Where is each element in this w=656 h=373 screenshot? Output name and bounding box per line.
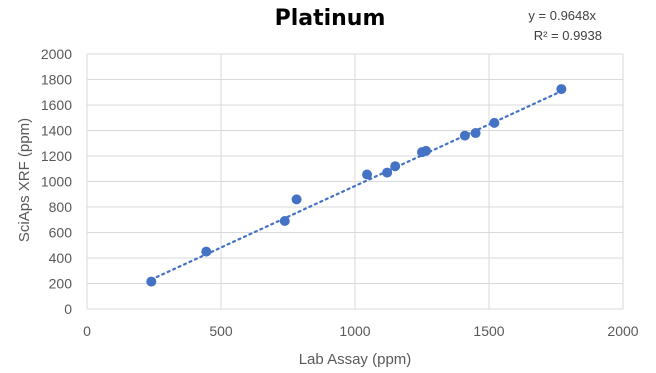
- y-tick-label: 1600: [41, 97, 72, 113]
- trendline-equation: y = 0.9648x: [528, 8, 596, 23]
- y-tick-label: 200: [49, 276, 73, 292]
- data-points: [146, 84, 567, 287]
- y-tick-label: 0: [64, 301, 72, 317]
- x-tick-label: 1500: [473, 323, 504, 339]
- trendline: [150, 90, 563, 281]
- y-tick-label: 800: [49, 199, 73, 215]
- data-point: [421, 145, 432, 156]
- x-tick-label: 0: [83, 323, 91, 339]
- y-tick-label: 1000: [41, 174, 72, 190]
- y-tick-label: 1200: [41, 148, 72, 164]
- x-tick-label: 2000: [607, 323, 638, 339]
- chart-title: Platinum: [275, 6, 386, 31]
- y-tick-label: 1400: [41, 123, 72, 139]
- x-axis-ticks: 0 500 1000 1500 2000: [83, 323, 639, 339]
- trendline-group: [150, 90, 563, 281]
- data-point: [279, 216, 290, 227]
- x-tick-label: 500: [209, 323, 233, 339]
- data-point: [382, 167, 393, 178]
- y-axis-ticks: 0 200 400 600 800 1000 1200 1400 1600 1800 2000: [41, 46, 72, 317]
- data-point: [201, 246, 212, 257]
- r-squared-label: R² = 0.9938: [534, 28, 602, 43]
- data-point: [470, 128, 481, 139]
- y-tick-label: 600: [49, 225, 73, 241]
- data-point: [390, 161, 401, 172]
- data-point: [459, 130, 470, 141]
- data-point: [489, 117, 500, 128]
- y-axis-label: SciAps XRF (ppm): [16, 118, 33, 242]
- x-tick-label: 1000: [339, 323, 370, 339]
- data-point: [556, 84, 567, 95]
- data-point: [146, 276, 157, 287]
- y-tick-label: 2000: [41, 46, 72, 62]
- gridlines: [86, 53, 624, 310]
- y-tick-label: 1800: [41, 72, 72, 88]
- x-axis-label: Lab Assay (ppm): [299, 351, 412, 368]
- data-point: [291, 194, 302, 205]
- data-point: [362, 169, 373, 180]
- y-tick-label: 400: [49, 250, 73, 266]
